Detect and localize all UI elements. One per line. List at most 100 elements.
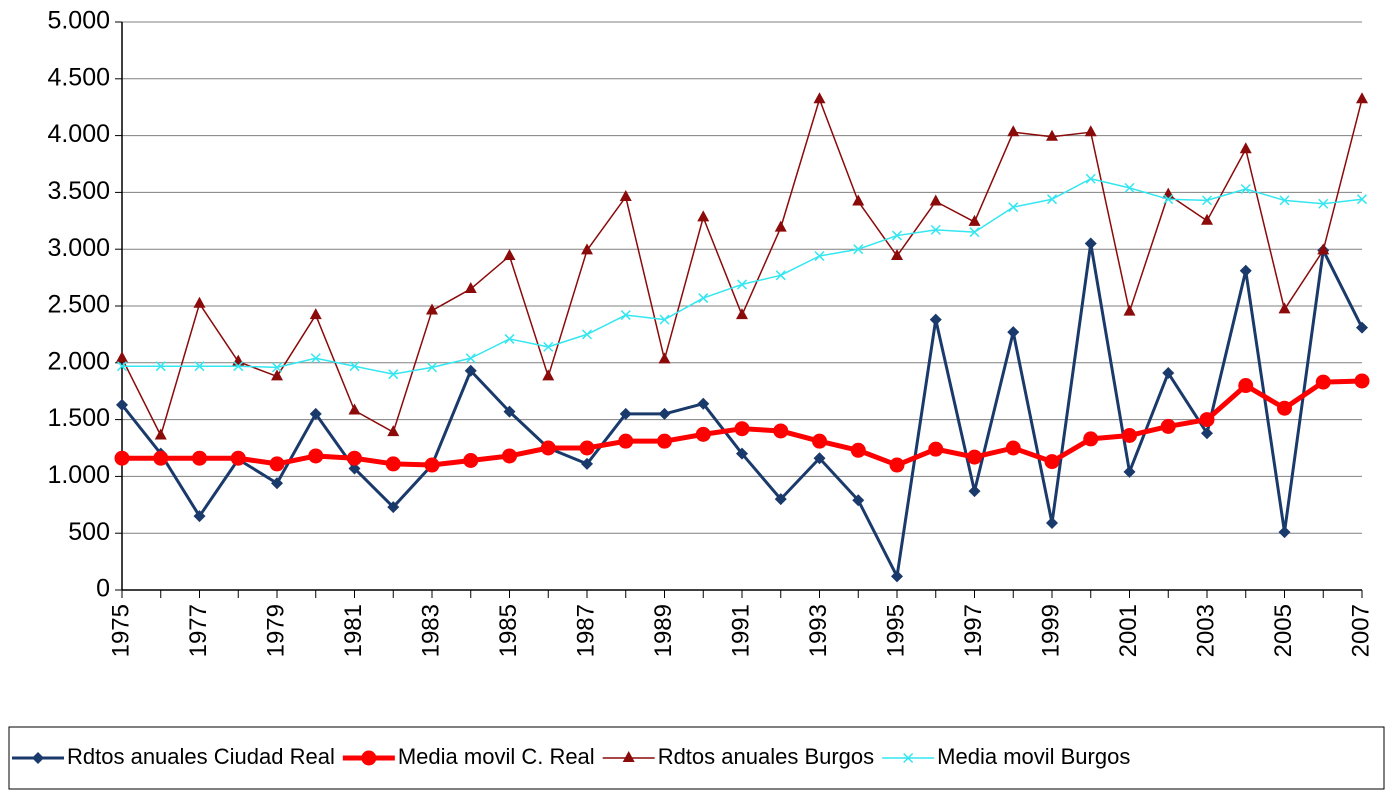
marker [695, 426, 711, 442]
marker [736, 447, 748, 460]
marker [1238, 378, 1254, 394]
marker [814, 250, 825, 262]
marker [116, 398, 128, 411]
y-tick-label: 2.500 [47, 291, 110, 319]
marker [659, 314, 670, 325]
marker [1007, 326, 1020, 339]
marker [853, 244, 864, 255]
marker [1007, 125, 1020, 137]
marker [1162, 187, 1175, 199]
marker [387, 425, 400, 437]
y-tick-label: 500 [68, 518, 110, 546]
y-tick-label: 3.500 [47, 177, 110, 205]
legend-marker [903, 752, 914, 764]
y-tick-label: 4.500 [47, 63, 110, 91]
series [116, 92, 1368, 440]
marker [1239, 264, 1252, 277]
marker [1163, 194, 1174, 205]
x-tick-label: 1995 [882, 604, 909, 657]
marker [1084, 237, 1097, 250]
marker [698, 293, 709, 304]
x-tick-label: 1975 [107, 604, 134, 657]
marker [774, 493, 787, 506]
marker [153, 450, 169, 466]
marker [813, 92, 826, 104]
marker [1085, 173, 1096, 184]
marker [310, 353, 321, 364]
x-tick-label: 2003 [1192, 604, 1219, 657]
marker [581, 457, 593, 470]
legend-box [8, 726, 1385, 790]
marker [773, 423, 789, 439]
x-tick-label: 1991 [727, 604, 754, 657]
y-tick-label: 1.500 [47, 404, 110, 432]
marker [812, 433, 827, 449]
marker [116, 351, 128, 363]
x-tick-label: 1979 [262, 604, 289, 657]
series [116, 237, 1368, 583]
marker [424, 457, 440, 473]
marker [697, 397, 710, 410]
marker [309, 407, 322, 420]
marker [1044, 454, 1060, 470]
x-tick-label: 2005 [1270, 604, 1297, 657]
marker [1239, 142, 1252, 154]
marker [813, 452, 826, 465]
marker [891, 570, 903, 583]
marker [1005, 440, 1021, 456]
marker [193, 510, 206, 523]
marker [619, 189, 632, 201]
marker [658, 407, 671, 420]
marker [116, 361, 128, 372]
marker [426, 303, 438, 315]
marker [697, 210, 710, 222]
legend-label: Media movil Burgos [937, 744, 1130, 769]
marker [1122, 428, 1137, 444]
marker [194, 361, 205, 372]
marker [1318, 198, 1329, 209]
legend-marker [32, 752, 44, 764]
x-tick-label: 1983 [417, 604, 444, 657]
marker [967, 449, 982, 465]
x-tick-label: 1989 [650, 604, 677, 657]
marker [736, 308, 748, 320]
marker [1278, 302, 1291, 314]
marker [581, 329, 593, 340]
x-tick-label: 1981 [340, 604, 367, 657]
legend-item: Media movil Burgos [882, 744, 1130, 769]
marker [348, 403, 361, 415]
marker [540, 440, 556, 456]
marker [233, 361, 244, 372]
legend-label: Rdtos anuales Ciudad Real [67, 744, 335, 769]
marker [347, 450, 362, 466]
marker [1356, 321, 1368, 334]
marker [155, 361, 166, 372]
x-tick-label: 1987 [572, 604, 599, 657]
marker [1123, 304, 1136, 316]
marker [658, 352, 671, 364]
marker [774, 220, 787, 232]
marker [1046, 194, 1058, 205]
y-tick-label: 1.000 [47, 461, 110, 489]
marker [620, 310, 631, 321]
marker [271, 369, 283, 381]
marker [581, 243, 593, 255]
marker [463, 452, 479, 468]
marker [193, 296, 206, 308]
legend-marker [622, 751, 635, 762]
marker [388, 369, 399, 380]
series [116, 173, 1368, 380]
marker [154, 428, 167, 440]
marker [503, 405, 516, 418]
y-tick-label: 0 [96, 575, 110, 603]
marker [543, 341, 554, 352]
marker [850, 442, 866, 458]
series-line [120, 242, 1364, 578]
marker [734, 421, 750, 437]
marker [114, 450, 130, 466]
x-tick-label: 1985 [495, 604, 522, 657]
marker [269, 456, 285, 472]
marker [348, 462, 361, 475]
marker [426, 362, 438, 373]
